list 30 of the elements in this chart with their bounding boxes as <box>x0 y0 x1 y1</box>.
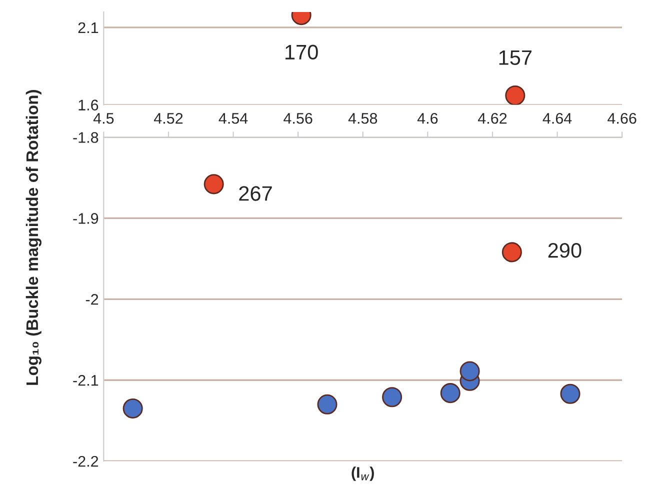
x-axis-title: (I$_{w}$) <box>352 466 374 481</box>
y-tick-label: -2.1 <box>73 374 98 386</box>
annotation: 290 <box>548 243 582 258</box>
y-axis-title: Log₁₀ (Buckle magnitude of Rotation) <box>26 90 42 385</box>
annotation: 267 <box>239 186 272 201</box>
y-tick-label: -2.2 <box>73 456 98 467</box>
y-tick-label: -1.9 <box>73 213 98 224</box>
x-tick-label: 4.56 <box>284 112 312 124</box>
x-tick-label: 4.52 <box>154 112 183 124</box>
point <box>460 361 480 382</box>
x-tick-label: 4.64 <box>542 112 572 124</box>
y-tick-label: -2 <box>86 294 98 305</box>
y-tick-label: 1.6 <box>78 100 98 110</box>
x-tick-label: 4.58 <box>348 112 378 124</box>
point <box>560 384 580 404</box>
x-tick-label: 4.66 <box>608 112 636 124</box>
y-tick-label: -1.8 <box>73 132 98 143</box>
point <box>204 174 224 194</box>
point <box>382 387 402 408</box>
point <box>317 394 338 414</box>
point <box>502 242 522 262</box>
point <box>122 398 143 418</box>
x-tick-label: 4.54 <box>218 113 248 124</box>
point <box>440 383 460 404</box>
x-tick-label: 4.5 <box>93 113 114 124</box>
x-tick-label: 4.62 <box>478 112 507 124</box>
annotation: 170 <box>286 44 318 60</box>
annotation: 157 <box>499 50 532 65</box>
x-tick-label: 4.6 <box>417 112 438 124</box>
y-tick-label: 2.1 <box>78 22 98 33</box>
